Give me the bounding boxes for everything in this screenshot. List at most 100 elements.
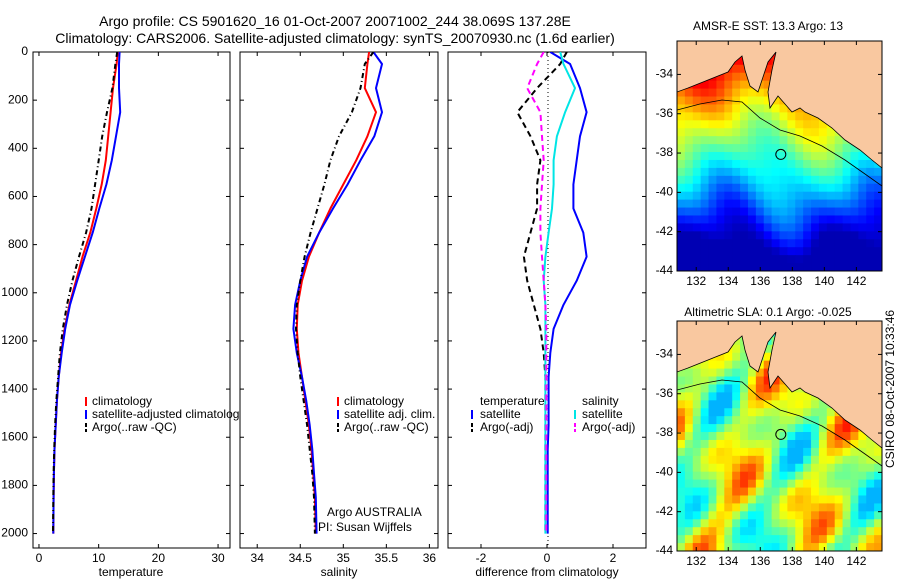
sst-map-cell (677, 120, 686, 129)
sla-map-cell (724, 424, 733, 433)
sla-map-cell (803, 535, 812, 544)
sla-map-cell (826, 519, 836, 528)
sst-map-cell (763, 96, 773, 106)
sla-map-cell (811, 527, 820, 536)
sla-map-cell (700, 376, 710, 386)
sla-map-cell (732, 376, 741, 386)
sla-map-cell (677, 495, 686, 505)
sla-map-cell (700, 416, 710, 425)
sla-map-cell (771, 503, 781, 512)
sst-map-cell (684, 159, 694, 169)
sla-map-cell (677, 519, 686, 528)
sst-map-cell (858, 207, 867, 217)
sst-map-cell (747, 104, 757, 113)
sst-map-cell (803, 223, 812, 232)
sla-map-cell (763, 416, 773, 425)
sst-map-xtick-label: 138 (782, 274, 802, 288)
sla-map-cell (779, 384, 788, 393)
sla-map-xtick-label: 134 (718, 554, 738, 568)
sla-map-cell (874, 495, 882, 505)
sst-map-cell (842, 152, 852, 161)
sst-map-cell (677, 96, 686, 106)
sst-map-cell (716, 247, 725, 256)
sst-map-cell (803, 231, 812, 240)
sst-map-cell (732, 231, 741, 240)
temperature-legend-climatology: climatology (92, 394, 152, 408)
sla-map-cell (826, 471, 836, 481)
temperature-axes-frame (32, 51, 231, 549)
sla-map-cell (747, 463, 757, 473)
temperature-ytick-label: 0 (21, 44, 28, 58)
sst-map-cell (763, 167, 773, 177)
sst-map-cell (755, 104, 765, 113)
sla-map-cell (755, 439, 765, 449)
sla-map-land (677, 321, 882, 449)
sla-map-cell (834, 447, 844, 457)
sst-map-cell (874, 167, 882, 177)
sla-map-cell (826, 432, 836, 441)
sst-map-cell (708, 231, 718, 240)
sst-map-cell (834, 223, 844, 232)
sst-map-cell (850, 199, 859, 209)
salinity-lines (292, 52, 383, 534)
sst-map-cell (708, 215, 718, 225)
sla-map-cell (740, 479, 749, 489)
sst-map-cell (803, 159, 812, 169)
sst-map-cell (850, 247, 859, 256)
sst-map-cell (866, 215, 875, 225)
sla-map-cell (684, 487, 694, 497)
sla-map-cell (763, 495, 773, 505)
sla-map-cell (842, 503, 852, 512)
sla-map-cell (716, 439, 725, 449)
sst-map-cell (771, 239, 781, 248)
sst-map-cell (755, 231, 765, 240)
sst-map-cell (724, 104, 733, 113)
sst-map-cell (732, 104, 741, 113)
sst-map-cell (732, 175, 741, 185)
sst-map-cell (747, 144, 757, 153)
sst-map-cell (724, 144, 733, 153)
sst-map-cell (700, 80, 710, 90)
sst-map-cell (818, 199, 828, 209)
sla-map-cell (787, 439, 796, 449)
sst-map-cell (740, 88, 749, 98)
sst-map-cell (818, 255, 828, 264)
sla-map-cell (818, 519, 828, 528)
sst-map-cell (700, 96, 710, 106)
sla-map-cell (716, 463, 725, 473)
sst-map-cell (724, 128, 733, 137)
sla-map-cell (850, 543, 859, 551)
sla-map-cell (708, 360, 718, 370)
sla-map-cell (779, 519, 788, 528)
sst-map-cell (700, 263, 710, 271)
sst-map-cell (732, 223, 741, 232)
sst-map-cell (755, 136, 765, 145)
sst-map-cell (787, 223, 796, 232)
sst-map-cell (771, 207, 781, 217)
sla-map-cell (716, 495, 725, 505)
sla-map-cell (874, 527, 882, 536)
sla-map-cell (874, 535, 882, 544)
sst-map-cell (842, 167, 852, 177)
sst-map-cell (692, 199, 702, 209)
sst-map-cell (866, 159, 875, 169)
sst-map-cell (811, 207, 820, 217)
sst-map-cell (732, 64, 741, 74)
sst-map-cell (779, 263, 788, 271)
sst-map-cell (795, 223, 804, 232)
sla-map-cell (747, 384, 757, 393)
sla-map-cell (842, 479, 852, 489)
sla-map-cell (700, 463, 710, 473)
sst-map-cell (811, 231, 820, 240)
sla-map-cell (732, 463, 741, 473)
sst-map-cell (747, 175, 757, 185)
sst-map-cell (708, 263, 718, 271)
sst-map-cell (787, 144, 796, 153)
temperature-ytick-label: 600 (8, 189, 28, 203)
sla-map-cell (858, 471, 867, 481)
temperature-series-satellite-adjusted-climatology (52, 52, 122, 534)
sst-map-cell (818, 191, 828, 201)
sla-map-cell (747, 416, 757, 425)
sst-map-cell (747, 128, 757, 137)
sst-map-cell (763, 104, 773, 113)
